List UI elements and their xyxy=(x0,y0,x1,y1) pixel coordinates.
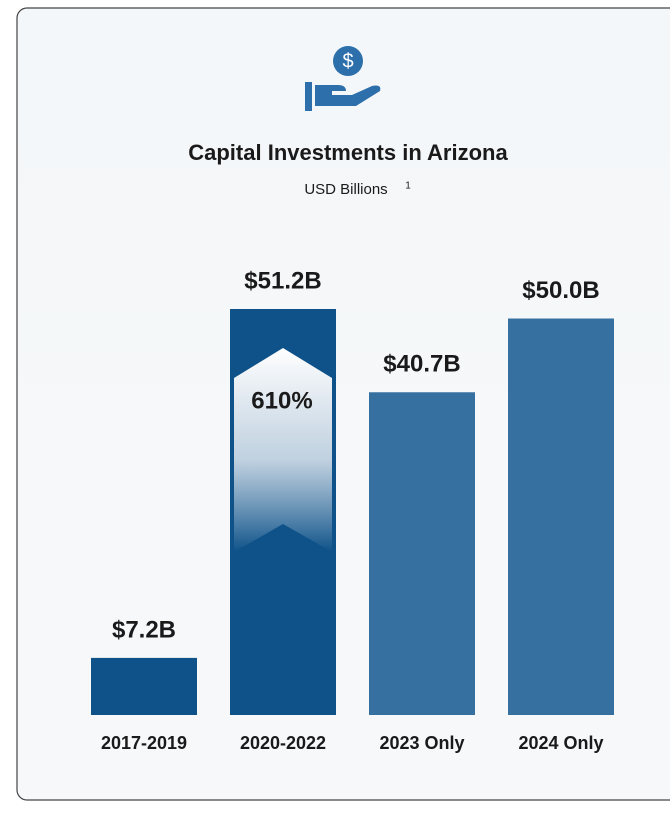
bar xyxy=(508,318,614,715)
x-tick-label: 2024 Only xyxy=(518,733,603,753)
growth-arrow xyxy=(234,348,332,552)
value-label: $7.2B xyxy=(112,616,176,643)
value-label: $51.2B xyxy=(244,267,321,294)
footnote-marker: 1 xyxy=(405,181,411,192)
value-label: $50.0B xyxy=(522,277,599,304)
card xyxy=(16,7,670,801)
value-label: $40.7B xyxy=(383,351,460,378)
bar xyxy=(91,657,197,715)
icon: $ xyxy=(305,46,381,111)
x-tick-label: 2020-2022 xyxy=(240,733,326,753)
bar xyxy=(369,392,475,715)
svg-text:$: $ xyxy=(342,50,353,72)
chart-title: Capital Investments in Arizona xyxy=(188,140,508,165)
annotation: 610% xyxy=(251,387,312,414)
x-tick-label: 2017-2019 xyxy=(101,733,187,753)
chart-subtitle: USD Billions xyxy=(304,181,387,198)
x-tick-label: 2023 Only xyxy=(379,733,464,753)
